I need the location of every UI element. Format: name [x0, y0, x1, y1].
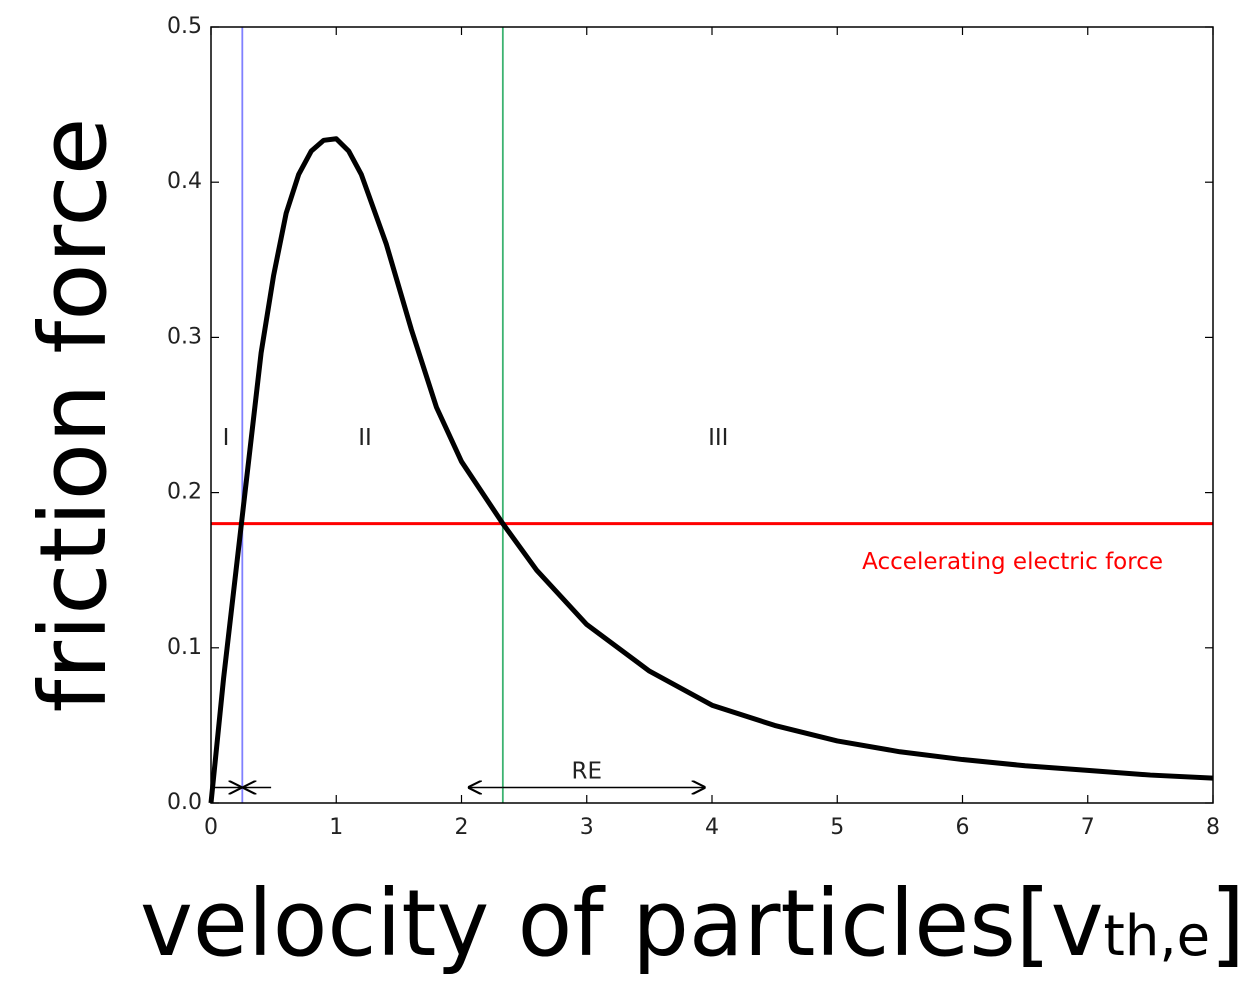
y-tick-label: 0.4: [167, 169, 202, 194]
x-tick-label: 0: [204, 815, 218, 840]
y-axis-label: friction force: [20, 118, 127, 713]
x-axis-label-end: ]: [1210, 870, 1245, 977]
y-tick-label: 0.0: [167, 790, 202, 815]
x-tick-label: 6: [956, 815, 970, 840]
x-tick-label: 3: [580, 815, 594, 840]
x-axis-label: velocity of particles[vth,e]: [140, 870, 1245, 977]
y-tick-label: 0.2: [167, 480, 202, 505]
data-line: [208, 136, 1214, 804]
x-tick-label: 4: [705, 815, 719, 840]
y-tick-label: 0.1: [167, 635, 202, 660]
annotation: III: [708, 425, 728, 451]
y-tick-label: 0.3: [167, 324, 202, 349]
annotation: I: [223, 425, 230, 451]
annotation: II: [358, 425, 372, 451]
x-tick-label: 5: [830, 815, 844, 840]
annotation: Accelerating electric force: [862, 549, 1163, 575]
x-tick-label: 1: [329, 815, 343, 840]
x-tick-label: 2: [455, 815, 469, 840]
annotation: RE: [571, 758, 602, 784]
x-axis-label-main: velocity of particles[v: [140, 870, 1104, 977]
plot-frame: [210, 26, 1214, 804]
x-tick-label: 7: [1081, 815, 1095, 840]
x-tick-label: 8: [1206, 815, 1220, 840]
y-tick-label: 0.5: [167, 14, 202, 39]
x-axis-label-sub: th,e: [1104, 904, 1211, 969]
